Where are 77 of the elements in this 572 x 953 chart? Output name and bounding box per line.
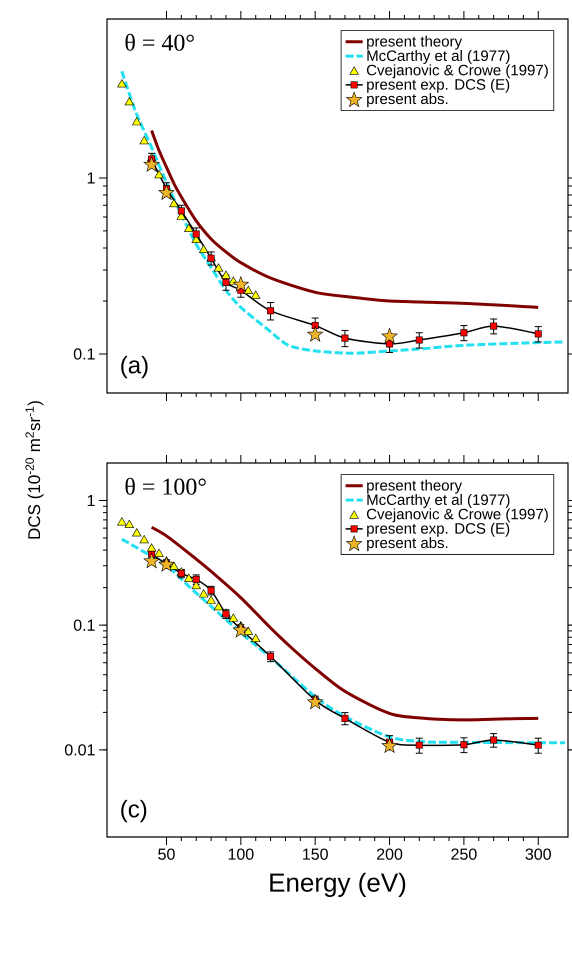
legend-label: present exp. DCS (E) [367,522,510,537]
y-tick-label: 0.1 [74,620,95,631]
y-tick-label: 0.1 [74,348,95,360]
point [490,736,498,744]
point [232,276,249,292]
point [267,307,274,314]
point [154,548,164,557]
point [124,520,134,528]
point [222,278,230,286]
legend-label: present abs. [367,93,448,108]
point [382,738,398,753]
annotation: (c) [121,800,146,822]
legend-label: present theory [367,36,462,50]
legend-label: present theory [367,480,462,494]
y-tick-label: 0.01 [64,744,95,756]
point [460,741,468,748]
point [169,562,179,570]
point [192,230,200,238]
x-axis-title: Energy (eV) [270,872,406,897]
legend-label: McCarthy et al (1977) [367,50,510,64]
point [341,714,348,722]
point [184,224,194,232]
point [144,553,160,568]
point [214,263,224,272]
point [244,286,253,294]
legend-label: McCarthy et al (1977) [367,494,510,508]
x-tick-label: 50 [158,848,175,860]
annotation: θ = 40° [125,34,194,51]
point [244,626,253,635]
point [382,328,398,344]
y-tick-label: 1 [88,172,95,184]
point [460,329,468,336]
point [267,653,274,660]
point [158,184,174,200]
point [199,589,208,598]
point [169,199,179,208]
x-tick-label: 100 [228,848,254,860]
point [132,528,142,536]
point [534,742,542,749]
point [221,270,231,279]
legend-label: Cvejanovic & Crowe (1997) [366,64,548,78]
point [251,290,260,299]
x-tick-label: 250 [451,848,477,860]
point [192,576,200,583]
point [184,574,194,582]
point [214,602,224,610]
point [154,170,164,178]
point [490,322,498,330]
point [251,634,260,642]
point [228,614,238,622]
y-tick-label: 1 [88,495,95,506]
point [144,156,160,172]
point [307,326,324,342]
point [140,136,149,144]
point [117,517,126,526]
x-tick-label: 300 [526,848,551,860]
point [199,244,208,254]
annotation: θ = 100° [125,478,206,495]
point [341,334,348,342]
legend-label: present exp. DCS (E) [367,78,510,93]
annotation: (a) [121,356,148,378]
legend-label: present abs. [367,537,448,552]
x-tick-label: 150 [303,848,328,860]
legend-label: Cvejanovic & Crowe (1997) [366,508,548,522]
point [206,596,216,604]
point [146,543,156,552]
point [178,207,185,214]
point [117,79,126,88]
point [416,742,423,749]
x-tick-label: 200 [376,848,402,860]
line-series [150,129,540,309]
point [140,535,149,544]
point [124,97,134,106]
point [132,117,142,126]
point [534,330,542,338]
y-axis-title: DCS (10$^{-20}$ m$^{2}$sr$^{-1}$) [25,401,44,539]
point [416,336,423,344]
